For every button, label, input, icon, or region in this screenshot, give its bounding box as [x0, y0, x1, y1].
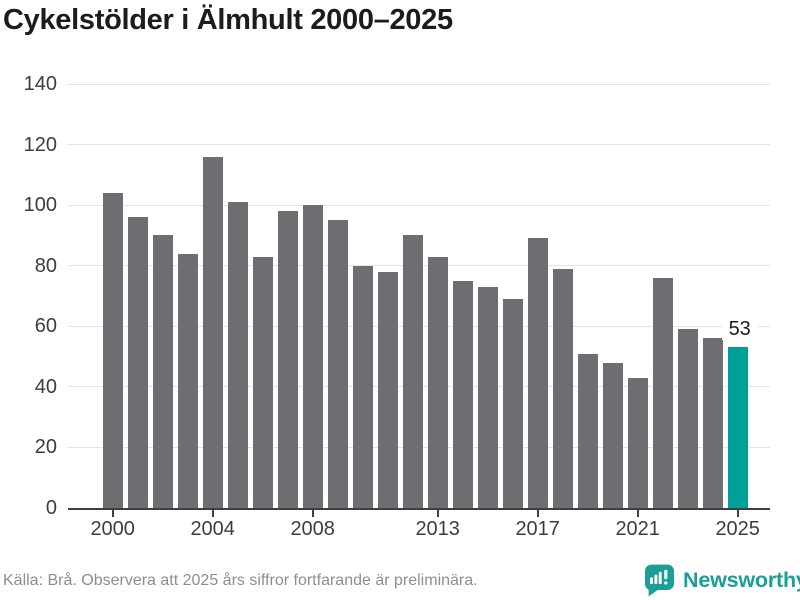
- y-axis-label-80: 80: [34, 254, 57, 277]
- bar-2020: [602, 362, 623, 508]
- x-axis-tick-2013: [436, 510, 439, 517]
- logo-bar-small: [650, 577, 653, 585]
- bar-2016: [502, 299, 523, 508]
- bar-2008: [302, 205, 323, 508]
- bar-2003: [177, 253, 198, 508]
- bar-2007: [277, 211, 298, 508]
- bar-2001: [127, 217, 148, 508]
- x-axis-label-2021: 2021: [615, 518, 660, 540]
- bar-2006: [252, 256, 273, 508]
- value-label-2025: 53: [721, 318, 758, 341]
- bar-2018: [552, 268, 573, 508]
- x-axis-label-2004: 2004: [190, 518, 235, 540]
- y-axis-label-40: 40: [34, 375, 57, 398]
- bar-2005: [227, 202, 248, 508]
- bar-2021: [627, 377, 648, 508]
- grid-line-120: [68, 144, 770, 146]
- y-axis-label-120: 120: [23, 133, 57, 156]
- bar-2012: [402, 235, 423, 508]
- bar-2002: [152, 235, 173, 508]
- x-axis-label-2017: 2017: [515, 518, 560, 540]
- bar-2009: [327, 220, 348, 508]
- newsworthy-logo: Newsworthy: [645, 564, 800, 597]
- bar-2010: [352, 265, 373, 508]
- x-axis-tick-2021: [636, 510, 639, 517]
- bar-2025: [727, 347, 748, 508]
- x-axis-tick-2000: [111, 510, 114, 517]
- logo-bar-medium: [654, 574, 658, 585]
- source-note: Källa: Brå. Observera att 2025 års siffr…: [3, 572, 478, 589]
- x-axis-tick-2004: [211, 510, 214, 517]
- y-axis-label-20: 20: [34, 436, 57, 459]
- bar-2015: [477, 286, 498, 508]
- bar-2023: [677, 329, 698, 508]
- bar-2011: [377, 271, 398, 508]
- bar-2024: [702, 338, 723, 508]
- y-axis-label-100: 100: [23, 194, 57, 217]
- x-axis-tick-2008: [311, 510, 314, 517]
- grid-line-140: [68, 83, 770, 85]
- bar-2004: [202, 156, 223, 508]
- footer: Källa: Brå. Observera att 2025 års siffr…: [0, 560, 800, 600]
- bar-2022: [652, 277, 673, 508]
- x-axis-line: [68, 508, 770, 510]
- newsworthy-logo-icon: [645, 564, 674, 597]
- bar-chart: 0 20 40 60 80 100 120 140 53 2000 2004 2008 2013 2017…: [23, 73, 770, 540]
- x-axis-label-2008: 2008: [290, 518, 335, 540]
- bar-2014: [452, 280, 473, 508]
- bar-2000: [102, 193, 123, 508]
- chart-title: Cykelstölder i Älmhult 2000–2025: [3, 4, 453, 36]
- bar-2019: [577, 353, 598, 508]
- x-axis-label-2000: 2000: [90, 518, 135, 540]
- logo-exclamation-stem: [664, 569, 668, 580]
- bar-2013: [427, 256, 448, 508]
- y-axis-label-140: 140: [23, 73, 57, 95]
- grid-line-100: [68, 204, 770, 206]
- x-axis-tick-2025: [736, 510, 739, 517]
- y-axis-label-60: 60: [34, 315, 57, 338]
- x-axis-tick-2017: [536, 510, 539, 517]
- logo-bar-large: [658, 571, 662, 585]
- logo-exclamation-dot: [664, 581, 668, 585]
- y-axis-label-0: 0: [45, 497, 57, 519]
- bar-2017: [527, 238, 548, 508]
- x-axis-label-2013: 2013: [415, 518, 460, 540]
- x-axis-label-2025: 2025: [715, 518, 760, 540]
- newsworthy-logo-text: Newsworthy: [683, 568, 800, 592]
